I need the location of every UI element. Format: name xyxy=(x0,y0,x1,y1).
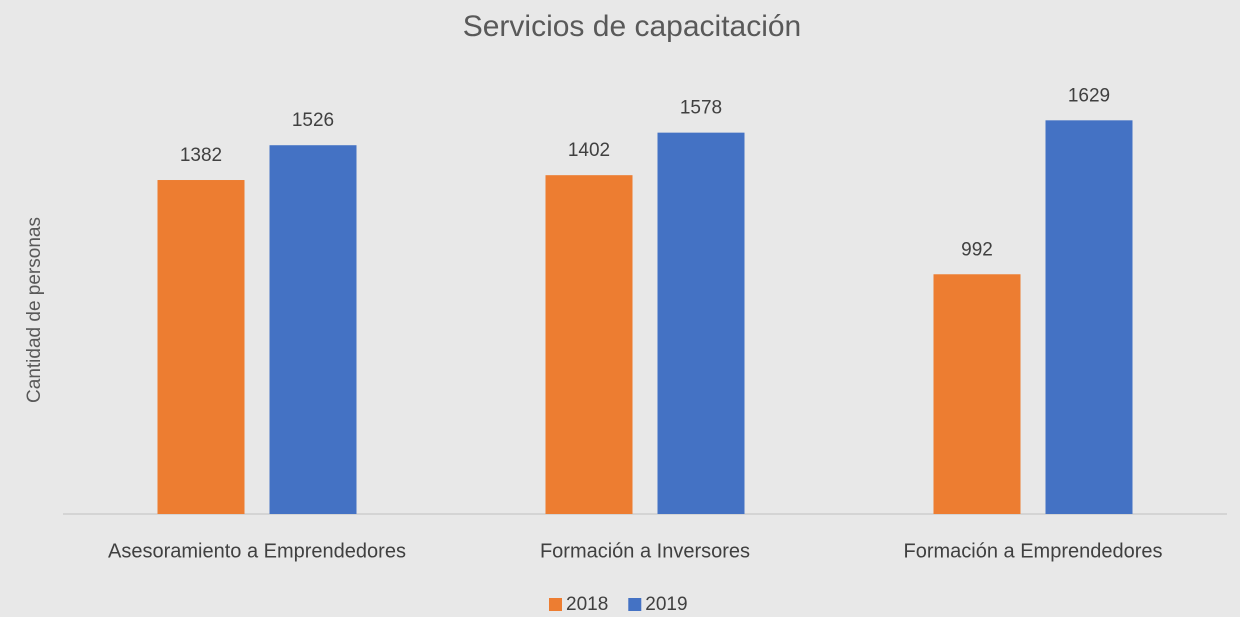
data-label: 992 xyxy=(961,239,993,260)
bar xyxy=(1045,120,1133,514)
legend-label: 2018 xyxy=(566,594,608,615)
data-label: 1578 xyxy=(680,98,722,119)
legend-label: 2019 xyxy=(645,594,687,615)
data-label: 1526 xyxy=(292,110,334,131)
bar xyxy=(269,145,357,514)
x-tick-label: Formación a Inversores xyxy=(540,540,750,562)
bar xyxy=(545,175,633,514)
legend-swatch xyxy=(549,598,562,611)
x-tick-label: Formación a Emprendedores xyxy=(903,540,1162,562)
bar xyxy=(657,132,745,514)
bar xyxy=(157,180,245,514)
data-label: 1402 xyxy=(568,140,610,161)
y-axis-label: Cantidad de personas xyxy=(24,217,45,403)
bar xyxy=(933,274,1021,514)
legend-swatch xyxy=(628,598,642,611)
x-tick-label: Asesoramiento a Emprendedores xyxy=(108,540,406,562)
data-label: 1382 xyxy=(180,145,222,166)
data-label: 1629 xyxy=(1068,85,1110,106)
chart-title: Servicios de capacitación xyxy=(463,10,802,43)
